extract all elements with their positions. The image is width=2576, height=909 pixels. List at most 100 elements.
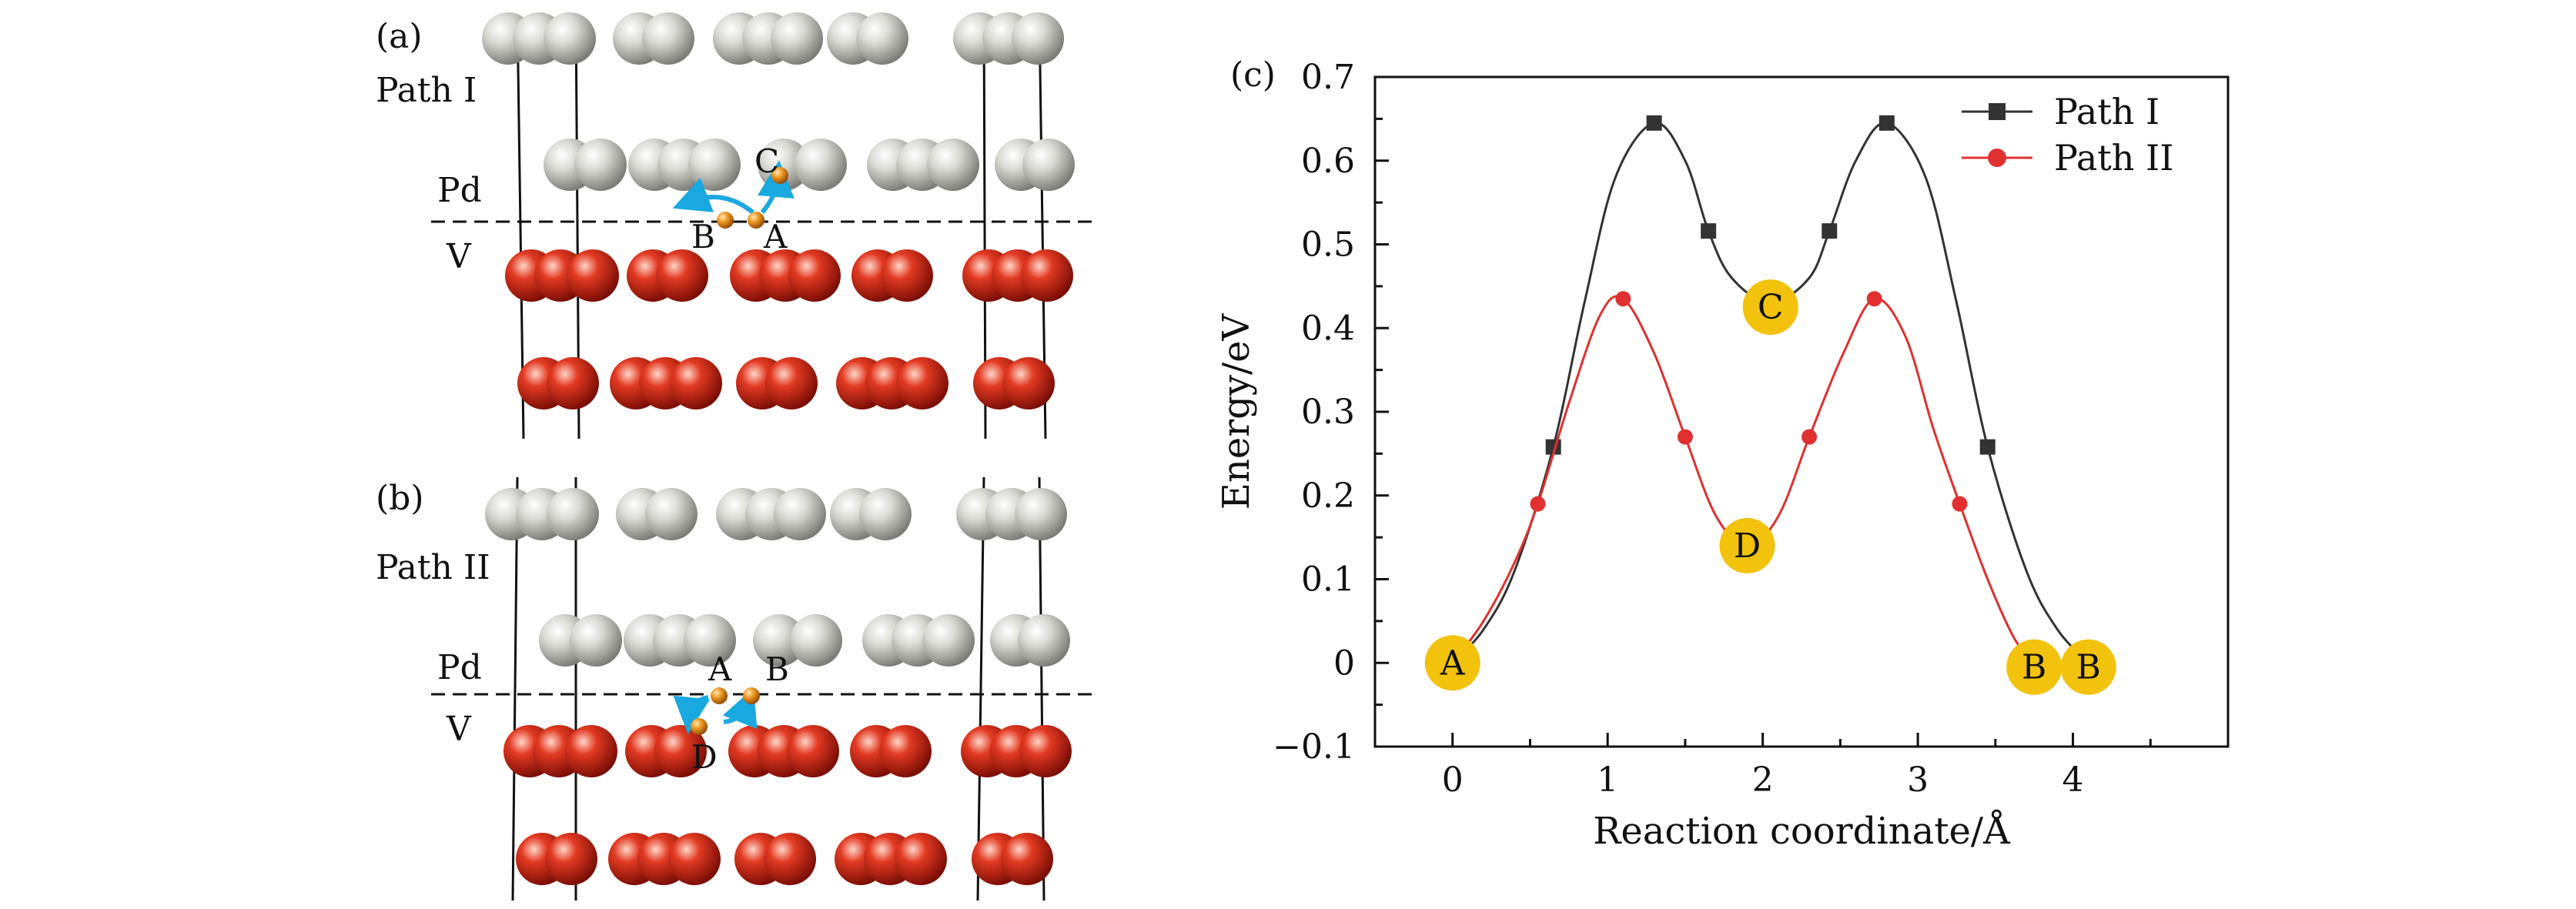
v-atom (656, 249, 708, 302)
legend-marker-path1 (1989, 103, 2006, 120)
panel-b-h-atom (691, 718, 708, 735)
state-marker-label: D (1734, 526, 1761, 566)
series-layer (1451, 115, 2089, 664)
v-atom (567, 249, 619, 302)
panel-b-cell-line (511, 476, 519, 901)
panel-b-hop-arrow (722, 687, 758, 730)
energy-chart: (c) −0.1 0 0.1 0.2 0.3 0.4 0.5 0.6 0.7 0 1 2 3 4 Ene… (1215, 55, 2230, 853)
pd-atom (790, 614, 842, 667)
series-line-1 (1451, 122, 2089, 664)
v-atom (788, 249, 841, 302)
series-point-1 (1646, 115, 1662, 131)
v-atom (764, 833, 816, 885)
pd-atom (856, 12, 908, 65)
panel-b-label: (b) (376, 479, 424, 518)
panel-a-label: (a) (376, 17, 423, 56)
series-line-2 (1451, 295, 2036, 664)
state-marker-label: A (1440, 643, 1466, 683)
v-atom (1019, 725, 1072, 777)
pd-atom (1022, 139, 1075, 191)
panel-a-pd-atoms (482, 12, 1075, 191)
series-point-1 (1979, 439, 1996, 455)
panel-a-site-a: A (763, 218, 788, 256)
pd-atom (1012, 12, 1064, 65)
panel-c-label: (c) (1230, 55, 1276, 95)
pd-atom (688, 139, 741, 191)
pd-atom (795, 139, 847, 191)
pd-atom (922, 614, 975, 667)
series-point-2 (1615, 291, 1631, 307)
x-tick-label: 1 (1597, 760, 1618, 800)
y-tick-label: 0.6 (1301, 142, 1355, 181)
panel-b-path-label: Path II (376, 548, 490, 587)
v-atom (545, 833, 597, 885)
x-tick-label: 3 (1907, 760, 1929, 800)
state-marker-label: B (2022, 648, 2046, 687)
v-atom (547, 357, 599, 409)
panel-b-site-d: D (691, 738, 718, 776)
v-atom (787, 725, 839, 777)
panel-b-cell-line (976, 476, 985, 901)
y-axis-title: Energy/eV (1215, 312, 1258, 510)
state-marker-disk (1719, 518, 1775, 573)
pd-atom (859, 488, 912, 540)
legend-marker-path2 (1988, 149, 2006, 167)
pd-atom (544, 12, 596, 65)
series-point-1 (1822, 223, 1838, 239)
v-atom (765, 357, 818, 409)
state-marker-label: C (1758, 288, 1784, 327)
y-tick-label: −0.1 (1273, 727, 1355, 767)
x-tick-label: 4 (2062, 760, 2084, 800)
panel-b-site-b: B (765, 650, 789, 688)
panel-a-v-atoms (505, 249, 1073, 409)
panel-a-hop-arrow (672, 177, 754, 215)
series-point-2 (1802, 429, 1818, 445)
x-axis-title: Reaction coordinate/Å (1593, 809, 2011, 853)
series-point-2 (1677, 429, 1693, 445)
series-point-2 (1952, 496, 1968, 512)
state-marker-disk (2006, 639, 2062, 695)
state-marker-label: B (2076, 648, 2101, 687)
pd-atom (570, 614, 622, 667)
v-atom (668, 833, 721, 885)
panel-b-hop-arrow (673, 695, 711, 734)
v-atom (565, 725, 617, 777)
panel-b-pd-label: Pd (437, 648, 482, 687)
v-atom (654, 725, 707, 777)
panel-b-h-atom (743, 687, 760, 704)
legend: Path I Path II (1962, 91, 2173, 179)
y-tick-label: 0.3 (1301, 393, 1355, 432)
panel-a-h-atom (717, 212, 734, 229)
panel-a-v-label: V (446, 237, 472, 276)
annotation-layer: A C D B B (1424, 279, 2116, 695)
pd-atom (645, 488, 698, 540)
y-tick-label: 0.7 (1301, 58, 1355, 97)
pd-atom (642, 12, 694, 65)
y-tick-label: 0.2 (1301, 476, 1355, 516)
pd-atom (684, 614, 736, 667)
series-point-1 (1701, 223, 1717, 239)
v-atom (1021, 249, 1073, 302)
pd-atom (753, 614, 805, 667)
structure-panel-b: (b) Path II Pd V A B D (376, 476, 1093, 901)
panel-b-h-atom (711, 687, 728, 704)
y-tick-label: 0.1 (1301, 560, 1355, 600)
pd-atom (1018, 614, 1070, 667)
panel-b-cell-line (1038, 476, 1045, 901)
x-ticks: 0 1 2 3 4 (1373, 733, 2152, 800)
panel-a-site-b: B (691, 218, 715, 256)
panel-a-path-label: Path I (376, 71, 477, 110)
panel-a-pd-label: Pd (437, 171, 482, 210)
panel-a-site-c: C (754, 142, 779, 180)
state-marker-disk (2060, 639, 2116, 695)
series-point-2 (1866, 291, 1882, 307)
v-atom (895, 833, 947, 885)
v-atom (881, 249, 933, 302)
panel-b-site-a: A (708, 650, 732, 688)
y-tick-label: 0.5 (1301, 226, 1355, 265)
pd-atom (547, 488, 599, 540)
series-point-1 (1878, 115, 1895, 131)
y-tick-label: 0 (1333, 643, 1355, 683)
legend-label-path1: Path I (2054, 91, 2159, 132)
